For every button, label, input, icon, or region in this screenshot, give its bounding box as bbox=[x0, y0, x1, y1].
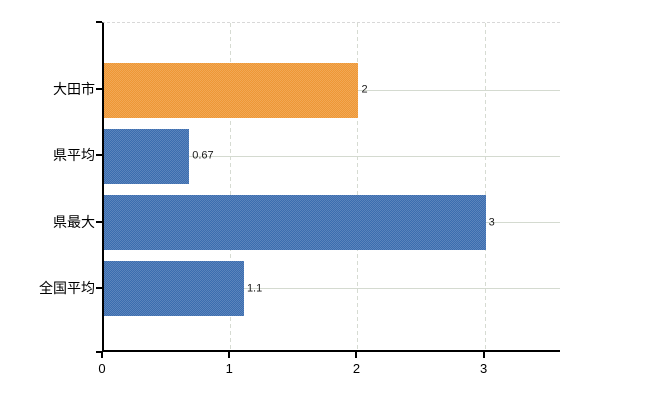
horizontal-gridline bbox=[104, 288, 560, 290]
vertical-gridline bbox=[230, 23, 232, 350]
plot-area: 2 0.67 3 1.1 bbox=[102, 22, 560, 352]
y-axis-category-label: 全国平均 bbox=[39, 279, 95, 296]
y-axis-tick bbox=[96, 220, 102, 223]
y-axis-tick bbox=[96, 154, 102, 157]
bar bbox=[104, 62, 359, 118]
bar bbox=[104, 195, 486, 251]
x-axis-tick bbox=[101, 352, 103, 358]
x-axis-tick bbox=[228, 352, 231, 358]
y-axis-category-label: 大田市 bbox=[53, 81, 95, 97]
bar bbox=[104, 261, 244, 317]
x-axis-tick bbox=[482, 352, 485, 358]
vertical-gridline bbox=[357, 23, 359, 350]
y-axis-end-tick bbox=[96, 21, 102, 23]
horizontal-gridline bbox=[104, 155, 560, 157]
bar bbox=[104, 128, 190, 184]
bar-value-label: 3 bbox=[488, 216, 495, 229]
x-axis-tick-label: 1 bbox=[225, 361, 233, 376]
bar-value-label: 2 bbox=[361, 83, 368, 96]
x-axis-tick-label: 3 bbox=[480, 361, 488, 376]
y-axis-tick bbox=[96, 286, 102, 289]
x-axis-tick bbox=[355, 352, 358, 358]
y-axis-category-label: 県最大 bbox=[53, 213, 95, 230]
y-axis-end-tick bbox=[96, 351, 102, 353]
bar-value-label: 0.67 bbox=[192, 149, 214, 162]
vertical-gridline bbox=[484, 23, 486, 350]
y-axis-category-label: 県平均 bbox=[53, 147, 95, 164]
x-axis-tick-label: 0 bbox=[98, 361, 106, 376]
y-axis-tick bbox=[96, 88, 102, 90]
bar-value-label: 1.1 bbox=[246, 282, 263, 295]
x-axis-tick-label: 2 bbox=[352, 361, 361, 376]
